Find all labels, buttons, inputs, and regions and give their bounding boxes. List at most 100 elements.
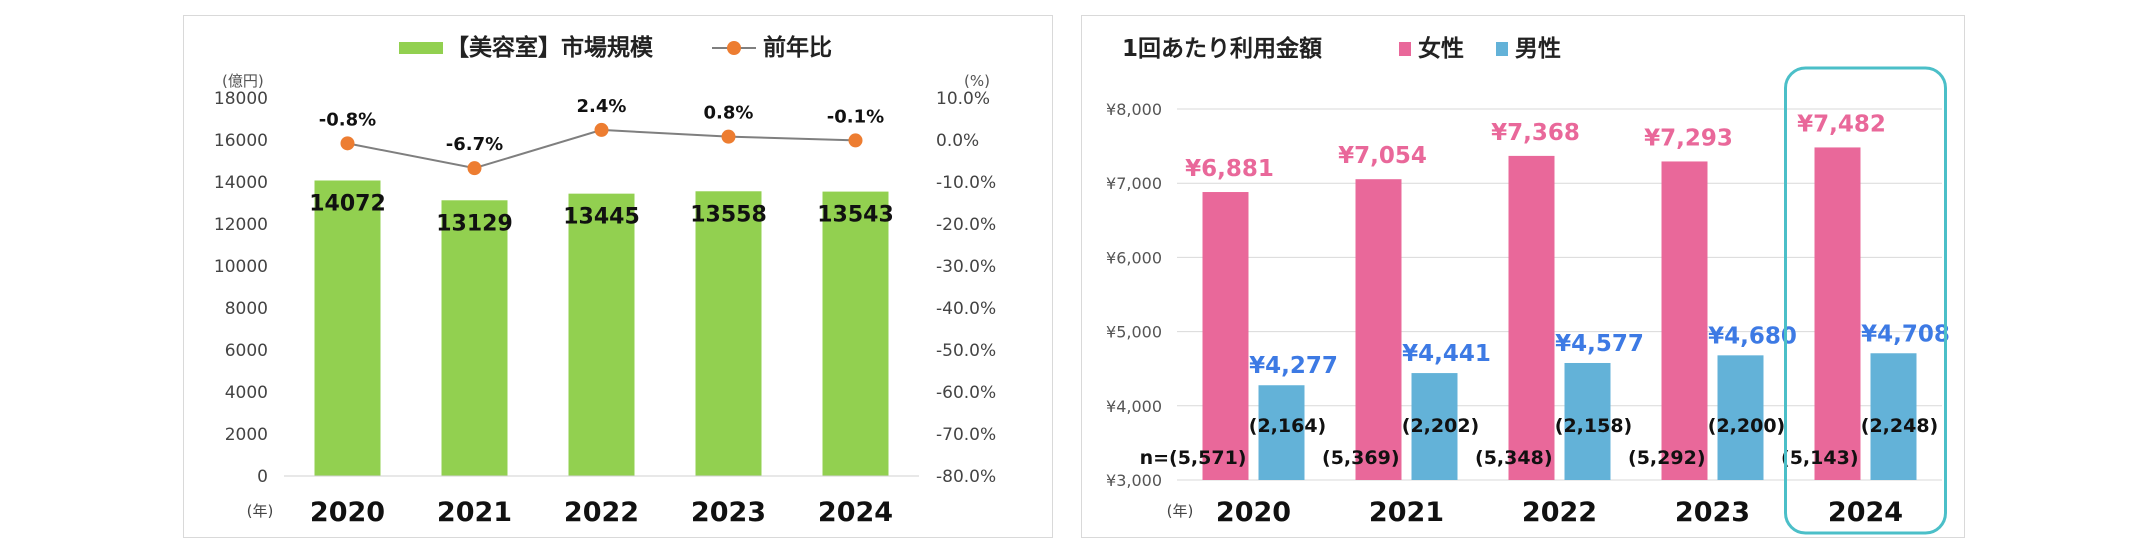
x-tick-label: 2020 bbox=[1216, 497, 1291, 528]
line-point-yoy bbox=[848, 133, 863, 148]
line-point-yoy bbox=[467, 161, 482, 176]
bar-value-label: 13129 bbox=[436, 211, 513, 236]
x-tick-label: 2024 bbox=[1828, 497, 1903, 528]
legend-male-label: 男性 bbox=[1515, 36, 1561, 62]
line-value-label: -0.8% bbox=[319, 109, 376, 130]
bar-female bbox=[1355, 179, 1402, 480]
chart-title: 1回あたり利用金額 bbox=[1122, 35, 1322, 62]
x-axis-unit: (年) bbox=[247, 502, 274, 520]
y-tick-label: 10000 bbox=[214, 257, 268, 277]
y-axis-unit: (億円) bbox=[222, 72, 264, 90]
bar-male bbox=[1870, 353, 1917, 480]
x-tick-label: 2023 bbox=[691, 497, 766, 528]
bar-market-size bbox=[314, 180, 381, 476]
x-tick-label: 2022 bbox=[564, 497, 639, 528]
y-tick-label: 0 bbox=[257, 467, 268, 487]
y-tick-label: 6000 bbox=[225, 341, 268, 361]
y2-tick-label: 10.0% bbox=[936, 89, 990, 109]
legend-bar-swatch bbox=[399, 42, 443, 54]
bar-market-size bbox=[568, 193, 635, 476]
y-tick-label: 8000 bbox=[225, 299, 268, 319]
y-tick-label: 14000 bbox=[214, 173, 268, 193]
female-sample-size-label: (5,348) bbox=[1475, 447, 1552, 469]
bar-female-value-label: ¥7,054 bbox=[1338, 143, 1427, 169]
y2-tick-label: -80.0% bbox=[936, 467, 996, 487]
bar-female bbox=[1508, 155, 1555, 480]
bar-male-value-label: ¥4,277 bbox=[1249, 353, 1338, 379]
bar-value-label: 14072 bbox=[309, 191, 386, 216]
x-tick-label: 2020 bbox=[310, 497, 385, 528]
legend-line-marker bbox=[727, 41, 741, 55]
market-size-chart-panel: 【美容室】市場規模 前年比 (億円) (%) 0 2000 4000 6000 8000 1000… bbox=[183, 15, 1053, 538]
line-point-yoy bbox=[721, 129, 736, 144]
y-tick-label: 4000 bbox=[225, 383, 268, 403]
spend-per-visit-chart-panel: 1回あたり利用金額 女性 男性 ¥3,000 ¥4,000 ¥5,000 ¥6,000 ¥7,… bbox=[1081, 15, 1965, 538]
bar-female bbox=[1202, 192, 1249, 481]
y-tick-label: 2000 bbox=[225, 425, 268, 445]
female-sample-size-label: n=(5,571) bbox=[1140, 447, 1247, 469]
bar-male-value-label: ¥4,441 bbox=[1402, 341, 1491, 367]
bar-male-value-label: ¥4,708 bbox=[1861, 321, 1950, 347]
y-tick-label: ¥4,000 bbox=[1106, 397, 1162, 416]
bar-market-size bbox=[441, 200, 508, 476]
bar-value-label: 13558 bbox=[690, 202, 767, 227]
line-value-label: -6.7% bbox=[446, 134, 503, 155]
spend-per-visit-chart: 1回あたり利用金額 女性 男性 ¥3,000 ¥4,000 ¥5,000 ¥6,000 ¥7,… bbox=[1106, 35, 1950, 535]
bar-male-value-label: ¥4,680 bbox=[1708, 323, 1797, 349]
x-tick-label: 2024 bbox=[818, 497, 893, 528]
highlight-2024-frame bbox=[1784, 66, 1947, 535]
y2-tick-label: -20.0% bbox=[936, 215, 996, 235]
legend-female-swatch bbox=[1399, 42, 1411, 56]
legend-bar-label: 【美容室】市場規模 bbox=[446, 34, 654, 61]
y-tick-label: ¥6,000 bbox=[1106, 248, 1162, 267]
y-tick-label: ¥3,000 bbox=[1106, 471, 1162, 490]
x-axis-unit: (年) bbox=[1167, 502, 1194, 520]
bar-female-value-label: ¥6,881 bbox=[1185, 156, 1274, 182]
bar-female-value-label: ¥7,368 bbox=[1491, 120, 1580, 146]
y2-tick-label: -40.0% bbox=[936, 299, 996, 319]
y-tick-label: ¥5,000 bbox=[1106, 323, 1162, 342]
bar-value-label: 13445 bbox=[563, 205, 640, 230]
y-tick-label: ¥8,000 bbox=[1106, 100, 1162, 119]
bar-male-value-label: ¥4,577 bbox=[1555, 331, 1644, 357]
y-tick-label: 18000 bbox=[214, 89, 268, 109]
male-sample-size-label: (2,200) bbox=[1708, 415, 1785, 437]
x-tick-label: 2022 bbox=[1522, 497, 1597, 528]
x-tick-label: 2021 bbox=[1369, 497, 1444, 528]
bar-male bbox=[1411, 373, 1458, 480]
female-sample-size-label: (5,143) bbox=[1781, 447, 1858, 469]
y2-tick-label: -30.0% bbox=[936, 257, 996, 277]
y2-axis-unit: (%) bbox=[964, 72, 990, 90]
line-point-yoy bbox=[594, 122, 609, 137]
bar-market-size bbox=[822, 191, 889, 477]
bar-female-value-label: ¥7,482 bbox=[1797, 111, 1886, 137]
market-size-chart: 【美容室】市場規模 前年比 (億円) (%) 0 2000 4000 6000 8000 1000… bbox=[214, 34, 996, 528]
male-sample-size-label: (2,202) bbox=[1402, 415, 1479, 437]
female-sample-size-label: (5,292) bbox=[1628, 447, 1705, 469]
line-value-label: 2.4% bbox=[577, 96, 627, 117]
bar-value-label: 13543 bbox=[817, 203, 894, 228]
line-value-label: -0.1% bbox=[827, 106, 884, 127]
legend-line-label: 前年比 bbox=[763, 34, 832, 61]
legend-male-swatch bbox=[1496, 42, 1508, 56]
y2-tick-label: -10.0% bbox=[936, 173, 996, 193]
y2-tick-label: -60.0% bbox=[936, 383, 996, 403]
male-sample-size-label: (2,158) bbox=[1555, 415, 1632, 437]
male-sample-size-label: (2,164) bbox=[1249, 415, 1326, 437]
bar-male bbox=[1717, 355, 1764, 480]
bar-market-size bbox=[695, 191, 762, 477]
y-tick-label: 12000 bbox=[214, 215, 268, 235]
line-point-yoy bbox=[340, 136, 355, 151]
y-tick-label: ¥7,000 bbox=[1106, 174, 1162, 193]
line-value-label: 0.8% bbox=[704, 103, 754, 124]
bar-female bbox=[1661, 161, 1708, 480]
bar-female-value-label: ¥7,293 bbox=[1644, 125, 1733, 151]
bar-male bbox=[1258, 385, 1305, 480]
x-tick-label: 2021 bbox=[437, 497, 512, 528]
x-tick-label: 2023 bbox=[1675, 497, 1750, 528]
legend-female-label: 女性 bbox=[1418, 35, 1464, 62]
bar-female bbox=[1814, 147, 1861, 480]
y2-tick-label: 0.0% bbox=[936, 131, 979, 151]
y2-tick-label: -50.0% bbox=[936, 341, 996, 361]
y-tick-label: 16000 bbox=[214, 131, 268, 151]
